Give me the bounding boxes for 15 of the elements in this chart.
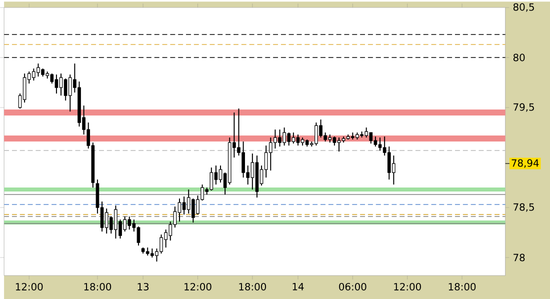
x-tick-label: 18:00 bbox=[239, 282, 266, 290]
x-tick-label: 12:00 bbox=[394, 282, 421, 290]
x-tick-label: 06:00 bbox=[339, 282, 366, 290]
x-tick-label: 12:00 bbox=[16, 282, 43, 290]
y-tick-label: 78 bbox=[514, 254, 525, 262]
y-tick-label: 78,5 bbox=[514, 203, 534, 212]
y-tick-label: 80,5 bbox=[513, 3, 534, 12]
y-tick-label: 80 bbox=[513, 54, 525, 62]
x-tick-label: 18:00 bbox=[448, 282, 476, 290]
y-tick-label: 79,5 bbox=[514, 103, 534, 112]
x-tick-label: 14 bbox=[292, 282, 304, 290]
text: 78,94 bbox=[512, 159, 539, 168]
x-tick-label: 13 bbox=[138, 282, 149, 290]
x-tick-label: 18:00 bbox=[84, 282, 112, 290]
x-tick-label: 12:00 bbox=[184, 282, 212, 290]
